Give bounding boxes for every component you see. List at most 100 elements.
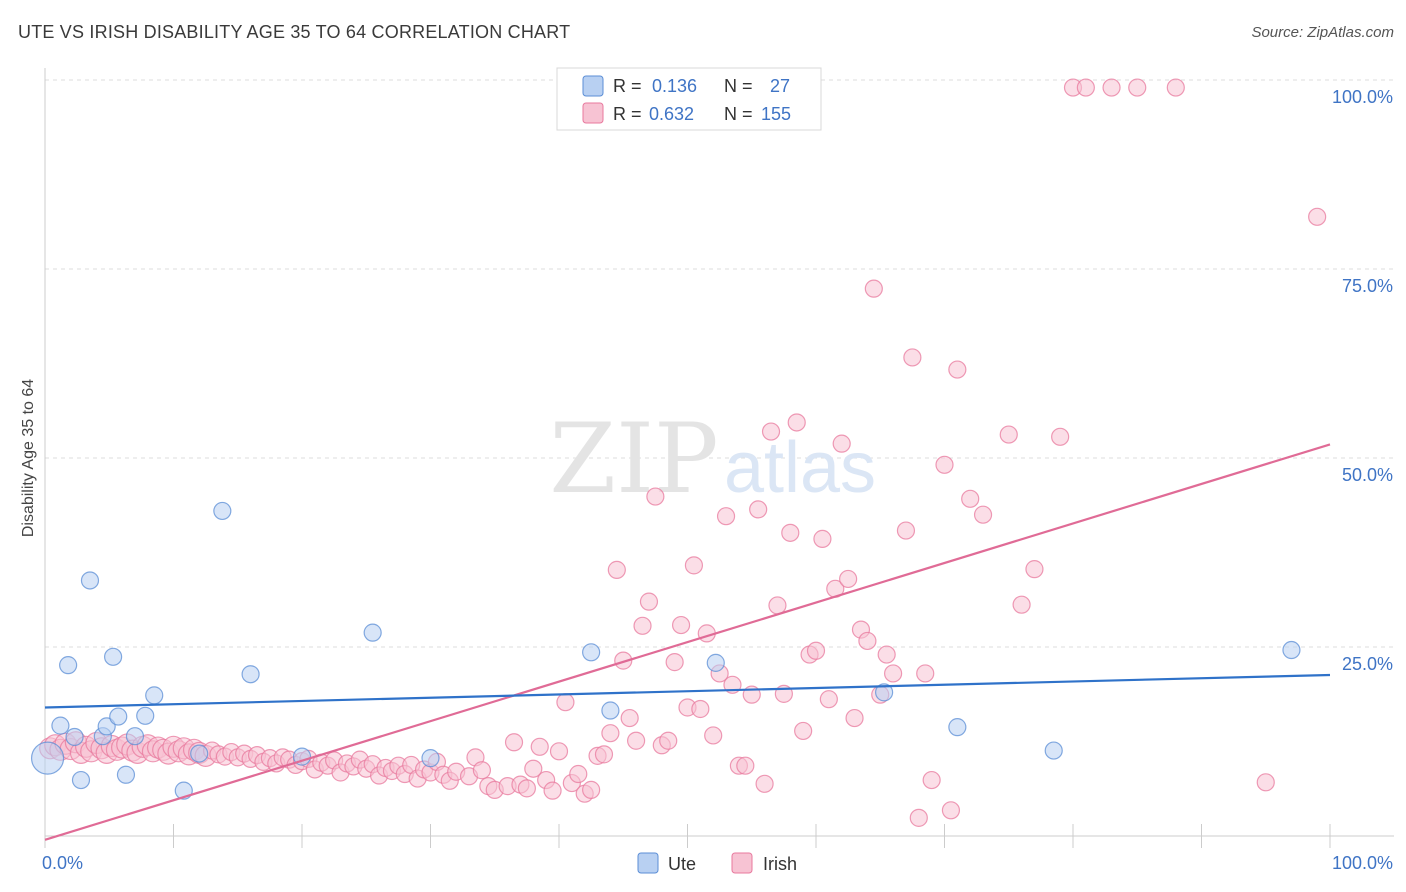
irish-point xyxy=(903,348,922,367)
y-tick-label-0: 25.0% xyxy=(1342,654,1393,674)
legend-n-label-irish: N = xyxy=(724,104,753,124)
irish-point xyxy=(877,645,896,664)
chart-title: UTE VS IRISH DISABILITY AGE 35 TO 64 COR… xyxy=(18,22,571,42)
ute-point xyxy=(213,501,232,521)
irish-point xyxy=(883,664,903,683)
stats-legend: R = 0.136 N = 27 R = 0.632 N = 155 xyxy=(556,67,822,131)
ute-point xyxy=(109,707,128,726)
irish-point xyxy=(999,425,1018,444)
irish-point xyxy=(845,708,864,728)
irish-point xyxy=(839,569,858,589)
irish-trend-line xyxy=(44,443,1331,841)
tick-labels: 25.0% 50.0% 75.0% 100.0% 0.0% 100.0% xyxy=(42,87,1393,873)
irish-point xyxy=(1128,78,1147,97)
irish-point xyxy=(530,737,549,756)
irish-point xyxy=(671,615,691,635)
axes xyxy=(44,68,1394,848)
irish-point xyxy=(504,733,524,752)
watermark-atlas: atlas xyxy=(724,428,876,508)
irish-point xyxy=(1256,773,1275,792)
ute-point xyxy=(706,653,725,672)
irish-point xyxy=(543,781,562,800)
ute-trend-line xyxy=(44,673,1331,709)
x-tick-label-max: 100.0% xyxy=(1332,853,1393,873)
irish-point xyxy=(909,808,928,827)
irish-point xyxy=(582,780,601,799)
ute-point xyxy=(59,656,78,675)
ute-point xyxy=(421,749,440,768)
legend-n-value-irish: 155 xyxy=(761,104,791,124)
trend-lines xyxy=(44,443,1331,841)
irish-point xyxy=(601,724,620,743)
y-axis-label: Disability Age 35 to 64 xyxy=(20,379,37,537)
irish-point xyxy=(819,690,838,709)
legend-swatch-ute xyxy=(582,75,604,97)
irish-point xyxy=(761,422,781,441)
y-tick-label-3: 100.0% xyxy=(1332,87,1393,107)
ute-point xyxy=(948,718,967,737)
irish-point xyxy=(614,651,633,670)
ute-point xyxy=(1282,640,1301,660)
ute-point xyxy=(601,701,620,720)
ute-point xyxy=(145,686,164,705)
irish-point xyxy=(639,592,659,611)
irish-point xyxy=(517,779,536,798)
irish-point xyxy=(659,731,678,750)
irish-point xyxy=(864,279,883,298)
watermark-zip: ZIP xyxy=(549,403,718,515)
irish-point xyxy=(594,745,614,764)
bottom-legend-swatch-ute xyxy=(637,852,659,874)
ute-point xyxy=(875,683,894,702)
irish-point xyxy=(896,521,916,540)
irish-point xyxy=(1051,427,1070,446)
irish-point xyxy=(806,641,826,660)
irish-point xyxy=(768,596,787,615)
irish-point xyxy=(755,774,774,793)
gridlines xyxy=(45,79,1394,648)
ute-point xyxy=(116,765,136,784)
ute-point xyxy=(80,571,100,590)
legend-swatch-irish xyxy=(582,102,604,124)
irish-point xyxy=(620,708,639,728)
irish-point xyxy=(794,721,813,741)
bottom-legend-label-ute: Ute xyxy=(668,854,696,874)
ute-point xyxy=(51,716,70,735)
ute-point xyxy=(104,647,123,666)
irish-point xyxy=(1308,207,1327,226)
ute-point xyxy=(65,727,84,747)
irish-series xyxy=(39,78,1327,827)
irish-point xyxy=(973,505,993,524)
irish-point xyxy=(646,487,665,506)
irish-point xyxy=(948,360,967,379)
irish-point xyxy=(556,693,575,712)
irish-point xyxy=(704,726,723,745)
irish-point xyxy=(832,434,851,453)
irish-point xyxy=(813,529,832,548)
irish-point xyxy=(684,556,704,575)
legend-r-value-irish: 0.632 xyxy=(649,104,694,124)
irish-point xyxy=(1076,78,1095,97)
legend-r-label-irish: R = xyxy=(613,104,642,124)
irish-point xyxy=(781,523,800,542)
irish-point xyxy=(1166,78,1185,97)
irish-point xyxy=(626,731,646,750)
ute-point xyxy=(241,665,260,684)
source-label: Source: ZipAtlas.com xyxy=(1251,24,1394,41)
ute-point xyxy=(136,706,155,725)
ute-point xyxy=(30,741,65,775)
legend-n-value-ute: 27 xyxy=(770,76,790,96)
ute-point xyxy=(71,770,91,790)
irish-point xyxy=(1025,560,1044,579)
irish-point xyxy=(569,764,588,784)
irish-point xyxy=(941,801,961,820)
ute-point xyxy=(363,623,382,642)
irish-point xyxy=(1012,595,1031,614)
bottom-legend-swatch-irish xyxy=(731,852,753,874)
legend-n-label-ute: N = xyxy=(724,76,753,96)
irish-point xyxy=(736,756,755,775)
irish-point xyxy=(549,742,569,761)
irish-point xyxy=(691,699,710,719)
legend-r-value-ute: 0.136 xyxy=(652,76,697,96)
irish-point xyxy=(607,560,626,579)
